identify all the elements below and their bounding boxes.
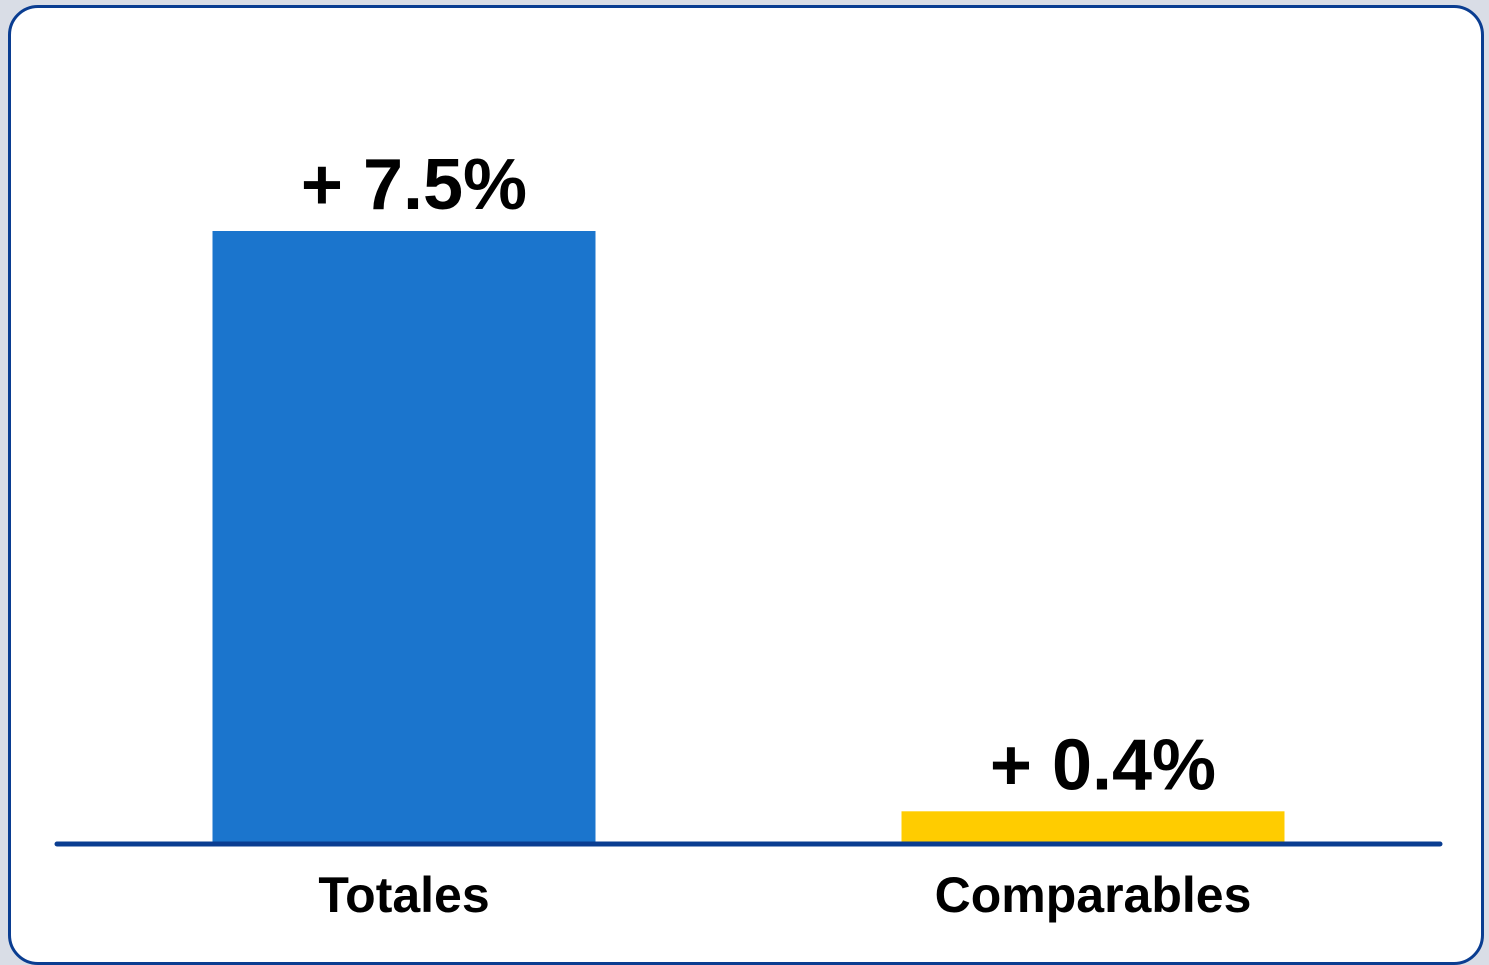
- bar-totales: [212, 231, 596, 844]
- value-label-totales: + 7.5%: [301, 145, 527, 225]
- value-label-comparables: + 0.4%: [990, 725, 1216, 805]
- category-labels-group: Totales Comparables: [318, 867, 1251, 923]
- value-labels-group: + 7.5% + 0.4%: [301, 145, 1216, 805]
- bar-chart: + 7.5% + 0.4% Totales Comparables: [54, 145, 1443, 923]
- category-label-totales: Totales: [318, 867, 489, 923]
- bar-comparables: [901, 811, 1285, 844]
- category-label-comparables: Comparables: [935, 867, 1252, 923]
- bars-group: [212, 231, 1285, 844]
